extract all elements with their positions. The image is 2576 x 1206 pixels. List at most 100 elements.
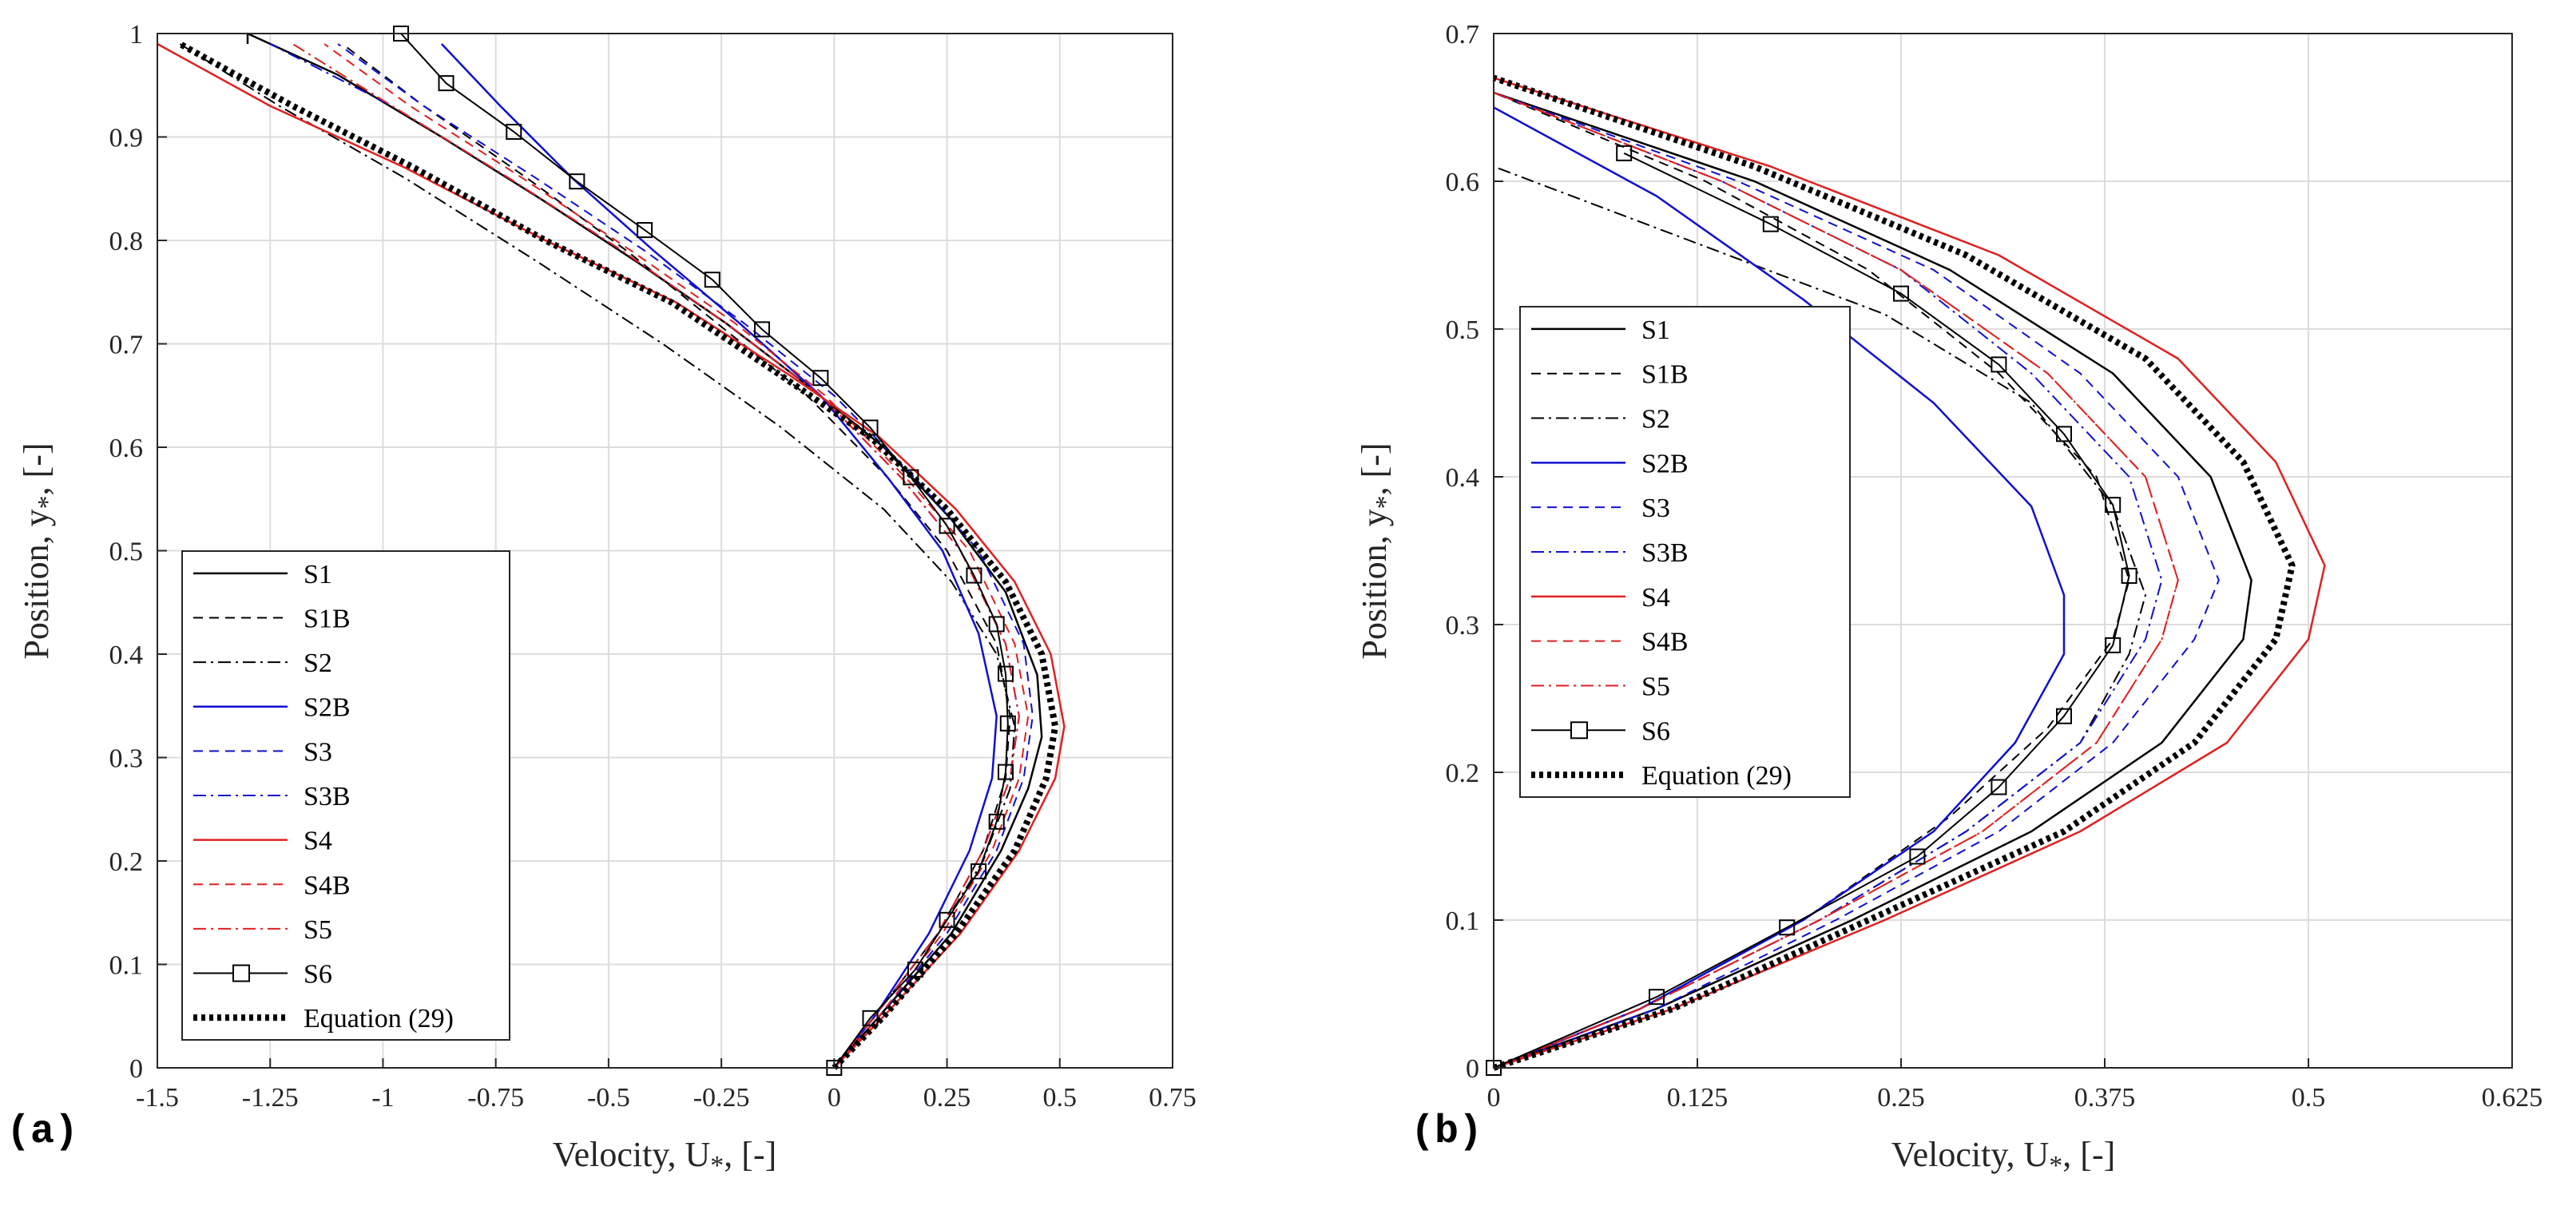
y-tick-label: 0 (1466, 1054, 1479, 1084)
legend-label: S4 (304, 827, 332, 856)
series-line-equation-29- (178, 41, 1059, 1070)
legend-label: S1 (304, 560, 332, 589)
y-axis-label-main: Position, y (1355, 509, 1394, 659)
legend-label: S1B (1641, 360, 1689, 390)
series-line-s1b (341, 43, 1011, 1069)
marker-square (2105, 637, 2122, 653)
legend-marker-square (1570, 721, 1588, 740)
x-tick-label: 0 (1487, 1083, 1501, 1113)
legend: S1 S1B S2 S2B S3 S3B S4 S4B S5 S6 Equation (29) (181, 550, 510, 1041)
marker-square (1779, 919, 1796, 936)
marker-square (1649, 989, 1665, 1006)
legend-label: S5 (304, 915, 332, 945)
series-line-s6 (400, 33, 1009, 1069)
x-tick-label: 0.625 (2482, 1083, 2543, 1113)
legend-label: S3B (1641, 538, 1689, 568)
y-tick-label: 0.7 (1446, 20, 1480, 50)
x-axis-label: Velocity, U*, [-] (553, 1135, 777, 1180)
legend-label: S4B (1641, 628, 1689, 657)
marker-square (753, 321, 770, 338)
marker-square (970, 863, 987, 879)
x-axis-label-sub: * (2049, 1151, 2062, 1180)
x-tick-label: 0.25 (923, 1083, 971, 1113)
x-axis-label-main: Velocity, U (553, 1135, 711, 1174)
marker-square (812, 370, 829, 387)
legend-label: S2B (304, 693, 351, 723)
marker-square (704, 272, 720, 288)
y-tick-label: 0.3 (1446, 611, 1480, 641)
marker-square (997, 665, 1014, 682)
y-tick-label: 0.8 (109, 227, 144, 256)
legend-marker-square (232, 964, 250, 982)
legend-label: S3B (304, 782, 351, 811)
series-line-s4 (157, 42, 1066, 1069)
marker-square (1762, 216, 1779, 232)
marker-square (2105, 497, 2122, 514)
y-tick-label: 0.6 (1446, 168, 1480, 197)
marker-square (1893, 285, 1909, 302)
legend-label: S5 (1641, 672, 1670, 701)
legend-label: S1B (304, 604, 351, 633)
chart-panel-b: 0 0.125 0.25 0.375 0.5 0.625 0 0.1 0.2 0.3 0.4 0.5 0… (1355, 20, 2542, 1180)
legend-label: S2 (304, 649, 332, 678)
y-tick-label: 0.7 (109, 331, 144, 360)
x-tick-label: 0.375 (2074, 1083, 2136, 1113)
legend-label: S1 (1641, 315, 1670, 345)
legend-label: S3 (304, 737, 332, 767)
y-tick-label: 0.5 (1446, 315, 1480, 345)
marker-square (1991, 356, 2007, 373)
series-line-s3 (337, 43, 1034, 1069)
marker-square (903, 469, 919, 486)
legend-label: S6 (304, 960, 332, 990)
x-tick-label: 0.125 (1667, 1083, 1729, 1113)
legend-label: Equation (29) (1641, 761, 1792, 791)
marker-square (1991, 779, 2007, 795)
x-tick-label: -1.5 (136, 1083, 179, 1113)
marker-square (1909, 848, 1926, 865)
y-axis-label-sub: * (1371, 495, 1400, 509)
marker-square (1616, 145, 1633, 161)
x-axis-label-sub: * (710, 1151, 724, 1180)
marker-square (637, 222, 653, 239)
x-tick-label: -0.25 (693, 1083, 750, 1113)
marker-square (2056, 708, 2072, 724)
marker-square (997, 764, 1014, 780)
y-tick-label: 0.9 (109, 124, 144, 153)
marker-square (2121, 567, 2137, 584)
x-axis-label-main: Velocity, U (1891, 1135, 2050, 1174)
y-tick-label: 0.1 (1446, 906, 1480, 936)
x-axis-label: Velocity, U*, [-] (1891, 1135, 2116, 1180)
ticks: -1.5 -1.25 -1 -0.75 -0.5 -0.25 0 0.25 0.5 0.75 0 0.… (109, 20, 1197, 1113)
y-tick-label: 0.6 (109, 434, 144, 463)
marker-square (438, 75, 454, 92)
x-axis-label-suffix: , [-] (2062, 1135, 2115, 1174)
x-tick-label: 0.5 (2292, 1083, 2326, 1113)
legend-label: S4 (1641, 583, 1670, 613)
y-tick-label: 0.4 (1446, 463, 1480, 493)
series-group (157, 26, 1066, 1076)
series-line-s6 (1493, 152, 2130, 1069)
legend: S1 S1B S2 S2B S3 S3B S4 S4B S5 S6 Equation (29) (1519, 306, 1851, 798)
y-axis-label: Position, y*, [-] (17, 442, 62, 659)
y-tick-label: 0.4 (109, 641, 144, 670)
legend-label: S4B (304, 871, 351, 900)
legend-label: S3 (1641, 494, 1670, 523)
series-line-s4 (1493, 77, 2326, 1069)
marker-square (988, 616, 1005, 633)
series-line-s4b (323, 43, 1030, 1069)
axes-frame (1493, 33, 2513, 1069)
marker-square (988, 813, 1005, 830)
marker-square (569, 173, 585, 190)
ticks: 0 0.125 0.25 0.375 0.5 0.625 0 0.1 0.2 0.3 0.4 0.5 0… (1446, 20, 2543, 1113)
chart-panel-a: -1.5 -1.25 -1 -0.75 -0.5 -0.25 0 0.25 0.5 0.75 0 0.… (6, 20, 1197, 1180)
marker-square (966, 567, 982, 584)
y-axis-label-suffix: , [-] (17, 442, 56, 495)
y-tick-label: 0.2 (1446, 759, 1480, 788)
x-tick-label: 0.25 (1877, 1083, 1925, 1113)
x-tick-label: -1 (371, 1083, 394, 1113)
legend-label: Equation (29) (304, 1004, 454, 1033)
y-axis-label: Position, y*, [-] (1355, 442, 1400, 659)
legend-label: S2 (1641, 405, 1670, 434)
series-group (1486, 74, 2326, 1076)
series-line-s2b (1493, 106, 2066, 1069)
